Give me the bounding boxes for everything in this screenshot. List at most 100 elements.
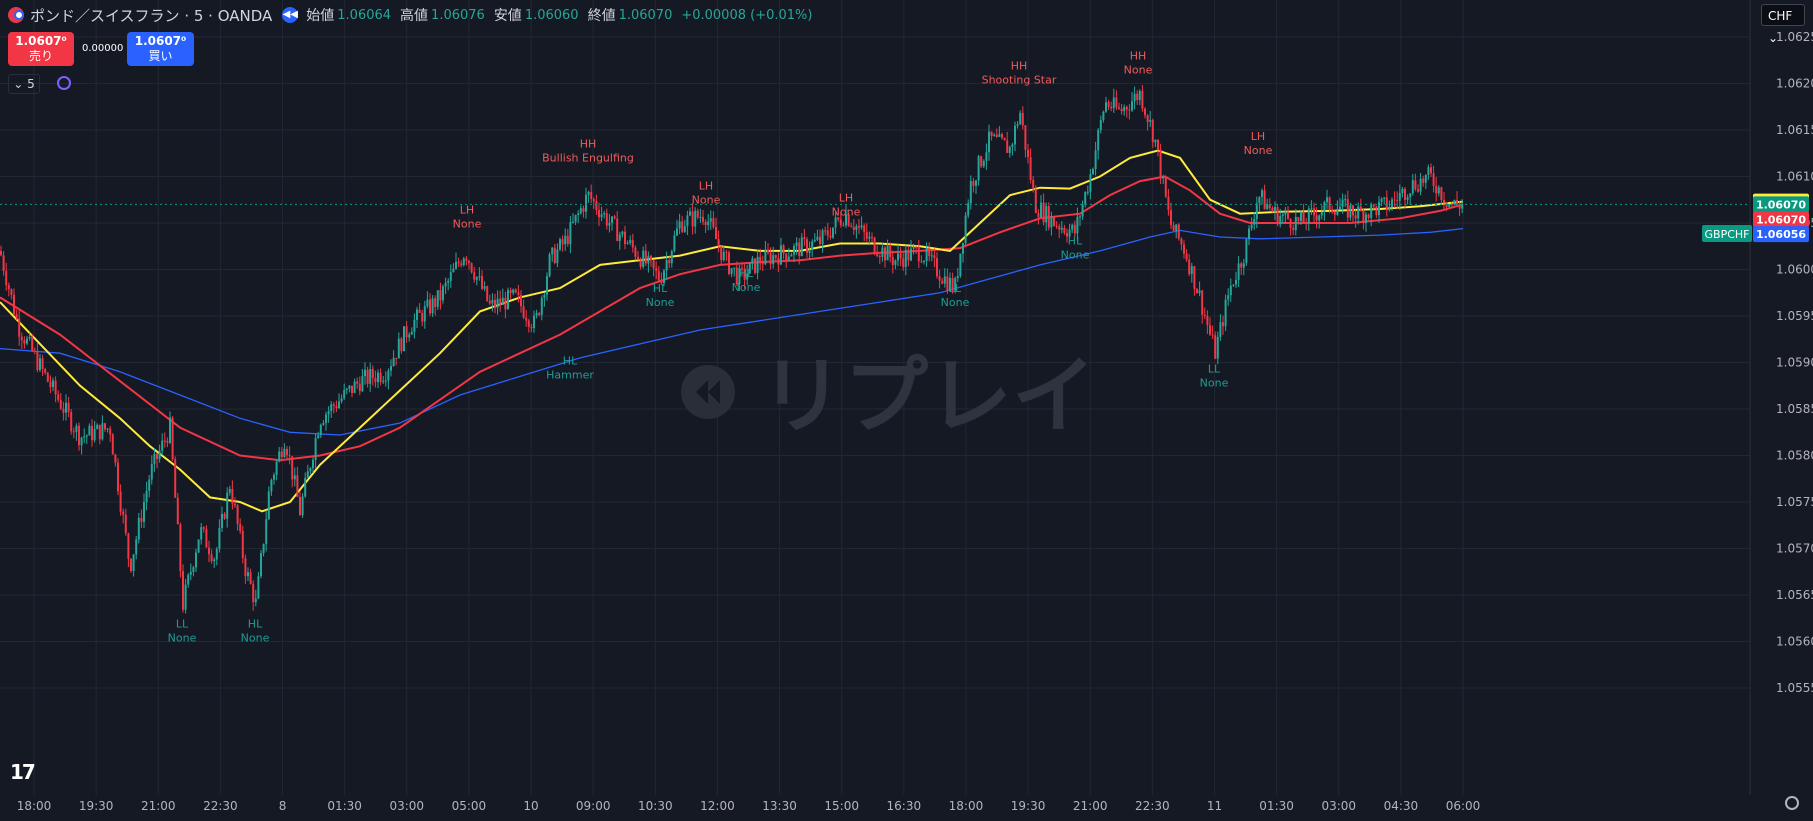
sync-icon[interactable] — [57, 76, 71, 90]
candle-body — [330, 404, 333, 412]
candle-body — [790, 254, 793, 257]
candle-body — [379, 372, 382, 382]
sell-price: 1.0607⁰ — [15, 34, 67, 48]
candle-body — [1300, 212, 1302, 222]
candle-body — [964, 215, 967, 244]
candle-body — [821, 230, 824, 244]
candle-body — [1396, 200, 1399, 202]
chart-header: ポンド／スイスフラン · 5 · OANDA ◀◀ 始値 1.06064 高値 … — [8, 4, 821, 26]
candle-body — [182, 571, 184, 610]
x-tick-label: 01:30 — [327, 799, 362, 813]
candle-body — [1115, 97, 1118, 108]
y-tick-label: 1.05600 — [1776, 635, 1813, 649]
candle-body — [1162, 176, 1165, 179]
candle-body — [1183, 244, 1185, 254]
candle-body — [741, 268, 743, 270]
candle-body — [111, 434, 114, 455]
settings-gear-icon[interactable] — [1785, 796, 1799, 810]
candle-body — [787, 256, 790, 261]
y-tick-label: 1.05950 — [1776, 309, 1813, 323]
candle-body — [36, 350, 39, 370]
x-tick-label: 22:30 — [1135, 799, 1170, 813]
candle-body — [1063, 227, 1066, 233]
candle-body — [894, 260, 897, 265]
candle-body — [1060, 227, 1063, 230]
candle-body — [577, 213, 580, 215]
candle-body — [665, 260, 668, 271]
candle-body — [234, 503, 236, 506]
candle-body — [306, 471, 309, 478]
candlestick-series — [0, 84, 1464, 614]
x-tick-label: 05:00 — [452, 799, 487, 813]
candle-body — [907, 250, 910, 261]
candle-body — [1391, 199, 1393, 207]
candle-body — [1185, 253, 1188, 260]
currency-selector[interactable]: CHF ⌄ — [1761, 4, 1805, 45]
candle-body — [1261, 190, 1263, 198]
candle-body — [548, 254, 551, 277]
candle-body — [1362, 210, 1365, 223]
candle-body — [980, 156, 983, 167]
candle-body — [933, 255, 936, 259]
price-axis-bg[interactable] — [1750, 0, 1813, 821]
candle-body — [468, 260, 470, 264]
candle-body — [1099, 120, 1102, 131]
annotation-type: HL — [563, 354, 578, 367]
candle-body — [912, 247, 915, 249]
candle-body — [946, 276, 949, 291]
candle-body — [998, 134, 1001, 137]
candle-body — [1383, 197, 1386, 199]
x-tick-label: 19:30 — [1011, 799, 1046, 813]
symbol-title[interactable]: ポンド／スイスフラン · 5 · OANDA — [30, 6, 273, 25]
candle-body — [249, 572, 252, 584]
candle-body — [343, 390, 346, 399]
x-tick-label: 06:00 — [1446, 799, 1481, 813]
annotation-pattern: None — [832, 206, 861, 219]
candle-body — [286, 448, 288, 456]
y-tick-label: 1.05900 — [1776, 356, 1813, 370]
candle-body — [130, 558, 132, 571]
candle-body — [184, 584, 187, 610]
candle-body — [1214, 335, 1217, 359]
candle-body — [1058, 226, 1061, 230]
y-tick-label: 1.05750 — [1776, 495, 1813, 509]
candle-body — [969, 181, 972, 204]
candle-body — [1180, 238, 1183, 245]
candle-body — [1141, 90, 1144, 109]
interval-selector[interactable]: ⌄ 5 — [8, 74, 40, 94]
candle-body — [852, 226, 855, 230]
candle-body — [1320, 212, 1323, 216]
candle-body — [1032, 179, 1035, 190]
candle-body — [15, 314, 18, 319]
buy-button[interactable]: 1.0607⁰ 買い — [127, 32, 194, 66]
candle-body — [436, 290, 439, 307]
candle-body — [860, 225, 863, 228]
candle-body — [465, 258, 468, 261]
candle-body — [101, 423, 104, 440]
candle-body — [1198, 290, 1201, 294]
tradingview-logo[interactable]: 17 — [10, 760, 36, 784]
replay-watermark-icon — [681, 365, 735, 419]
candle-body — [1323, 202, 1326, 213]
candle-body — [886, 245, 889, 261]
candle-body — [75, 425, 78, 432]
candle-body — [1136, 93, 1139, 101]
candle-body — [1315, 215, 1318, 221]
replay-icon[interactable]: ◀◀ — [282, 7, 299, 23]
candle-body — [457, 261, 460, 264]
sell-button[interactable]: 1.0607⁰ 売り — [8, 32, 74, 66]
candle-body — [525, 317, 528, 321]
x-tick-label: 8 — [279, 799, 287, 813]
candle-body — [748, 262, 751, 274]
candle-body — [928, 248, 931, 257]
candle-body — [80, 437, 83, 446]
candle-body — [1393, 199, 1396, 201]
candle-body — [951, 277, 954, 291]
candle-body — [1102, 111, 1105, 121]
candle-body — [871, 236, 873, 238]
candle-body — [1123, 106, 1126, 112]
candle-body — [1164, 176, 1167, 197]
candle-body — [683, 226, 686, 232]
candle-body — [644, 250, 647, 264]
